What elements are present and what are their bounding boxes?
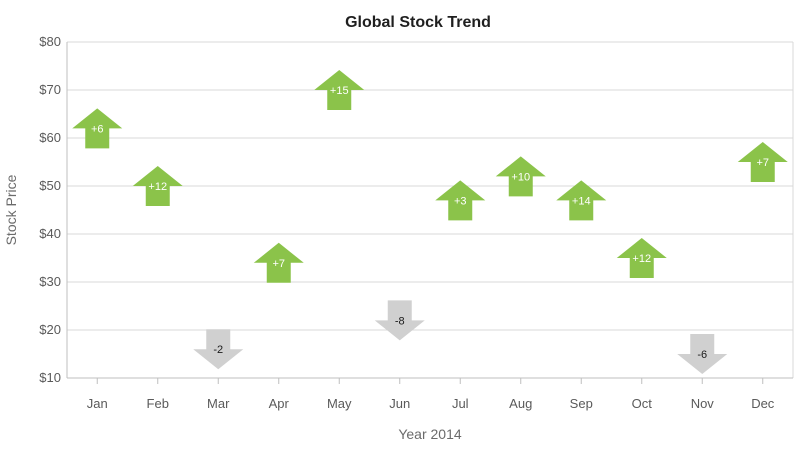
- y-axis-title: Stock Price: [3, 174, 19, 245]
- x-axis-title: Year 2014: [398, 426, 462, 442]
- change-label: +7: [272, 258, 285, 270]
- up-arrow-marker: [616, 238, 667, 278]
- up-arrow-marker: [435, 180, 486, 221]
- x-tick-label: Nov: [691, 396, 715, 411]
- x-tick-label: Mar: [207, 396, 230, 411]
- x-tick-label: Dec: [751, 396, 775, 411]
- change-label: +14: [572, 195, 591, 207]
- x-tick-label: Jan: [87, 396, 108, 411]
- up-arrow-marker: [72, 108, 123, 149]
- up-arrow-marker: [132, 166, 183, 206]
- x-tick-label: Oct: [632, 396, 653, 411]
- up-arrow-marker: [737, 142, 788, 182]
- change-label: +12: [148, 181, 167, 193]
- axis-layer: $10 $20 $30 $40 $50 $60 $70 $80 Jan Feb Mar Apr May J…: [39, 34, 794, 411]
- x-tick-label: Apr: [269, 396, 290, 411]
- change-label: -2: [213, 344, 223, 356]
- y-tick-label: $80: [39, 34, 61, 49]
- y-tick-label: $10: [39, 370, 61, 385]
- chart-title: Global Stock Trend: [345, 14, 491, 31]
- change-label: +6: [91, 123, 104, 135]
- change-label: +3: [454, 195, 467, 207]
- y-tick-label: $60: [39, 130, 61, 145]
- change-label: -6: [697, 349, 707, 361]
- down-arrow-marker: [193, 329, 244, 370]
- y-tick-label: $30: [39, 274, 61, 289]
- up-arrow-marker: [556, 180, 607, 221]
- down-arrow-marker: [374, 300, 425, 341]
- y-tick-label: $70: [39, 82, 61, 97]
- x-tick-label: Jul: [452, 396, 469, 411]
- marks-layer: +6 +12 -2 +7 +15 -8 +3 +10 +14 +12 -6 +7: [72, 70, 788, 374]
- x-tick-label: Jun: [389, 396, 410, 411]
- up-arrow-marker: [253, 242, 304, 283]
- change-label: +10: [511, 171, 530, 183]
- change-label: +12: [632, 253, 651, 265]
- x-tick-label: Feb: [147, 396, 169, 411]
- up-arrow-marker: [314, 70, 365, 110]
- change-label: +7: [756, 157, 769, 169]
- x-tick-label: Sep: [570, 396, 593, 411]
- x-tick-label: May: [327, 396, 352, 411]
- y-tick-label: $40: [39, 226, 61, 241]
- up-arrow-marker: [495, 156, 546, 197]
- change-label: -8: [395, 315, 405, 327]
- down-arrow-marker: [677, 334, 728, 374]
- change-label: +15: [330, 85, 349, 97]
- x-tick-label: Aug: [509, 396, 532, 411]
- y-tick-label: $20: [39, 322, 61, 337]
- grid-layer: [67, 41, 793, 379]
- y-tick-label: $50: [39, 178, 61, 193]
